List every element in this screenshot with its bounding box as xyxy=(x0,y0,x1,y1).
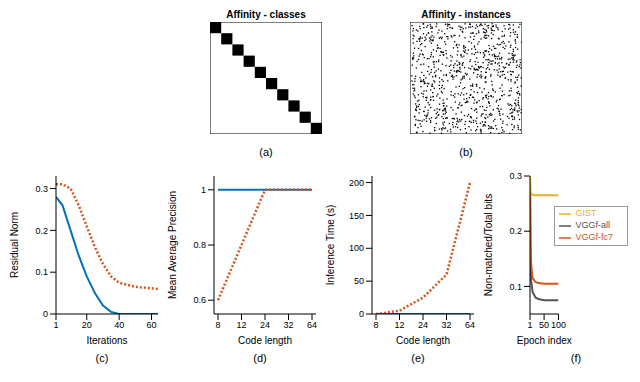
svg-text:32: 32 xyxy=(441,320,451,330)
html-text:(e): (e) xyxy=(411,352,425,364)
html-text:GIST: GIST xyxy=(575,208,597,219)
svg-text:Code length: Code length xyxy=(238,335,292,346)
html-text:Affinity - classes: Affinity - classes xyxy=(226,9,306,20)
svg-text:24: 24 xyxy=(418,320,428,330)
html-text:(a): (a) xyxy=(259,146,273,158)
svg-text:Non-matched/Total bits: Non-matched/Total bits xyxy=(483,194,494,296)
svg-text:150: 150 xyxy=(349,211,364,221)
svg-text:Iterations: Iterations xyxy=(86,335,127,346)
svg-text:0.1: 0.1 xyxy=(35,267,48,277)
svg-text:Residual Norm: Residual Norm xyxy=(9,212,20,278)
svg-text:8: 8 xyxy=(215,320,220,330)
svg-text:1: 1 xyxy=(201,185,206,195)
svg-text:12: 12 xyxy=(236,320,246,330)
html-text:(c): (c) xyxy=(95,352,109,364)
svg-text:0: 0 xyxy=(359,309,364,319)
svg-text:24: 24 xyxy=(260,320,270,330)
svg-text:1: 1 xyxy=(527,320,532,330)
svg-text:0.3: 0.3 xyxy=(35,184,48,194)
html-text:VGGf-all: VGGf-all xyxy=(575,220,610,231)
svg-text:0.2: 0.2 xyxy=(509,226,522,236)
svg-text:50: 50 xyxy=(539,320,549,330)
svg-text:0.1: 0.1 xyxy=(509,282,522,292)
svg-text:64: 64 xyxy=(465,320,475,330)
svg-text:0.6: 0.6 xyxy=(193,295,206,305)
html-text:(b): (b) xyxy=(459,146,473,158)
svg-text:200: 200 xyxy=(349,178,364,188)
svg-text:32: 32 xyxy=(283,320,293,330)
html-text:(d): (d) xyxy=(253,352,267,364)
html-text:VGGf-fc7: VGGf-fc7 xyxy=(575,232,613,243)
svg-text:100: 100 xyxy=(551,320,566,330)
svg-text:0.8: 0.8 xyxy=(193,240,206,250)
html-text:Affinity - instances: Affinity - instances xyxy=(421,9,511,20)
svg-text:Code length: Code length xyxy=(396,335,450,346)
svg-text:50: 50 xyxy=(354,276,364,286)
svg-text:0.3: 0.3 xyxy=(509,171,522,181)
svg-text:40: 40 xyxy=(114,320,124,330)
svg-text:1: 1 xyxy=(53,320,58,330)
svg-text:8: 8 xyxy=(373,320,378,330)
svg-text:20: 20 xyxy=(82,320,92,330)
svg-text:Epoch index: Epoch index xyxy=(517,335,572,346)
svg-text:Mean Average Precision: Mean Average Precision xyxy=(167,191,178,299)
svg-text:60: 60 xyxy=(147,320,157,330)
svg-text:Inference Time (s): Inference Time (s) xyxy=(325,205,336,286)
svg-text:12: 12 xyxy=(394,320,404,330)
svg-text:100: 100 xyxy=(349,243,364,253)
html-text:(f): (f) xyxy=(570,352,582,364)
svg-text:0.2: 0.2 xyxy=(35,226,48,236)
svg-text:0: 0 xyxy=(43,309,48,319)
svg-text:64: 64 xyxy=(307,320,317,330)
